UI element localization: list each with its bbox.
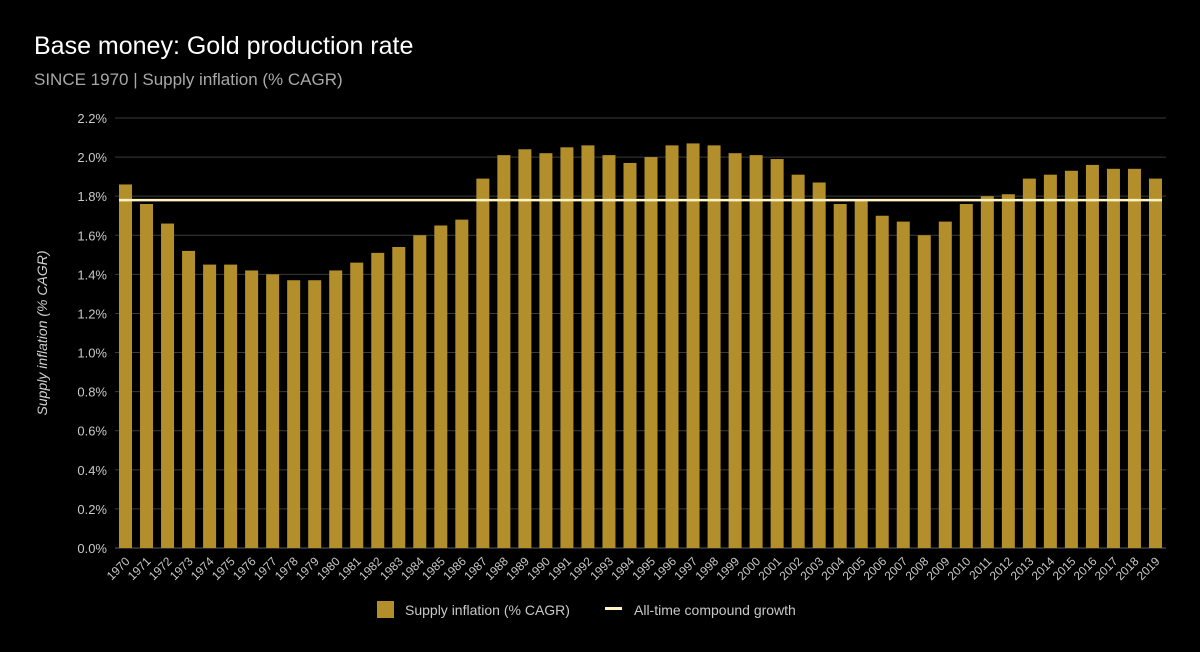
bar-2014 xyxy=(1043,174,1057,548)
bar-2017 xyxy=(1106,168,1120,548)
bar-1991 xyxy=(560,147,574,548)
y-tick-label: 0.2% xyxy=(77,502,107,517)
bar-1992 xyxy=(581,145,595,548)
y-tick-label: 0.8% xyxy=(77,385,107,400)
bar-1993 xyxy=(602,155,616,549)
bar-1990 xyxy=(539,153,553,548)
x-tick-label: 2019 xyxy=(1134,554,1163,583)
y-axis-ticks: 0.0% 0.2% 0.4% 0.6% 0.8% 1.0% 1.2% 1.4% 1.6% 1.8%… xyxy=(77,111,107,556)
bar-1975 xyxy=(224,264,238,548)
y-tick-label: 1.6% xyxy=(77,228,107,243)
x-axis-ticks: 1970197119721973197419751976197719781979… xyxy=(104,554,1163,583)
y-axis-label: Supply inflation (% CAGR) xyxy=(34,251,50,416)
y-tick-label: 1.8% xyxy=(77,189,107,204)
bars xyxy=(119,143,1162,549)
chart-title: Base money: Gold production rate xyxy=(34,32,414,60)
y-tick-label: 0.6% xyxy=(77,424,107,439)
y-tick-label: 0.0% xyxy=(77,541,107,556)
bar-1976 xyxy=(245,270,259,548)
bar-1984 xyxy=(413,235,427,549)
bar-1970 xyxy=(119,184,133,549)
bar-2019 xyxy=(1148,178,1162,548)
bar-1974 xyxy=(203,264,217,548)
bar-1971 xyxy=(140,204,154,548)
y-tick-label: 1.2% xyxy=(77,306,107,321)
bar-2008 xyxy=(917,235,931,549)
bar-2002 xyxy=(791,174,805,548)
bar-1986 xyxy=(455,219,469,549)
bar-2018 xyxy=(1127,168,1141,548)
y-tick-label: 2.2% xyxy=(77,111,107,126)
legend-swatch-line xyxy=(605,607,622,610)
bar-1972 xyxy=(161,223,175,548)
bar-2000 xyxy=(749,155,763,549)
bar-2013 xyxy=(1022,178,1036,548)
legend-label-line: All-time compound growth xyxy=(634,602,796,618)
bar-1985 xyxy=(434,225,448,548)
legend-swatch-bars xyxy=(377,601,394,618)
bar-1997 xyxy=(686,143,700,548)
bar-1996 xyxy=(665,145,679,548)
bar-2001 xyxy=(770,159,784,548)
bar-1981 xyxy=(350,262,364,548)
bar-2003 xyxy=(812,182,826,548)
bar-1983 xyxy=(392,247,406,548)
y-tick-label: 1.4% xyxy=(77,267,107,282)
bar-2015 xyxy=(1064,170,1078,549)
legend: Supply inflation (% CAGR) All-time compo… xyxy=(377,601,796,618)
bar-1979 xyxy=(308,280,322,548)
bar-1977 xyxy=(266,274,280,548)
bar-1998 xyxy=(707,145,721,548)
bar-2011 xyxy=(980,196,994,548)
bar-1988 xyxy=(497,155,511,549)
bar-1982 xyxy=(371,252,385,548)
bar-1999 xyxy=(728,153,742,548)
bar-1995 xyxy=(644,157,658,548)
bar-1994 xyxy=(623,162,637,549)
bar-2016 xyxy=(1085,164,1099,548)
chart-subtitle: SINCE 1970 | Supply inflation (% CAGR) xyxy=(34,70,343,89)
bar-1978 xyxy=(287,280,301,548)
bar-1989 xyxy=(518,149,532,549)
y-tick-label: 0.4% xyxy=(77,463,107,478)
legend-label-bars: Supply inflation (% CAGR) xyxy=(405,602,570,618)
bar-2010 xyxy=(959,204,973,548)
bar-1980 xyxy=(329,270,343,548)
bar-1973 xyxy=(182,250,196,548)
bar-2009 xyxy=(938,221,952,548)
bar-2007 xyxy=(896,221,910,548)
bar-1987 xyxy=(476,178,490,548)
bar-2006 xyxy=(875,215,889,548)
bar-2012 xyxy=(1001,194,1015,548)
y-tick-label: 2.0% xyxy=(77,150,107,165)
y-tick-label: 1.0% xyxy=(77,346,107,361)
bar-2004 xyxy=(833,204,847,548)
bar-2005 xyxy=(854,200,868,548)
